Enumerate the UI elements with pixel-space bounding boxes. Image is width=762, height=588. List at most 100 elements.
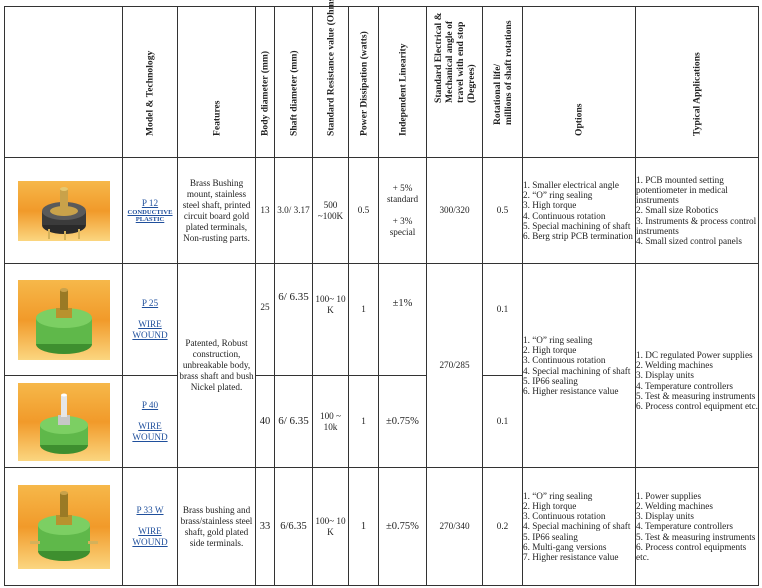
header-angle-line1: Standard Electrical & xyxy=(432,12,444,103)
model-cell: P 33 W WIRE WOUND xyxy=(122,467,178,586)
product-image-cell xyxy=(4,263,123,376)
header-angle: Standard Electrical & Mechanical angle o… xyxy=(426,6,483,158)
options-cell: 1. Smaller electrical angle 2. “O” ring s… xyxy=(522,157,636,264)
options-cell: 1. “O” ring sealing 2. High torque 3. Cont… xyxy=(522,467,636,586)
table-row-p25: P 25 WIRE WOUND Patented, Robust constru… xyxy=(4,263,759,468)
list-item: 3. Display units xyxy=(636,370,694,381)
body-diameter-cell: 13 xyxy=(255,157,275,264)
list-item: 4. Special machining of shaft xyxy=(523,365,631,376)
applications-cell: 1. DC regulated Power supplies 2. Welding… xyxy=(635,263,759,468)
features-cell: Patented, Robust construction, unbreakab… xyxy=(177,263,256,468)
technology-label[interactable]: WIRE WOUND xyxy=(132,421,168,442)
header-body-diameter: Body diameter (mm) xyxy=(255,6,275,158)
list-item: 1. Power supplies xyxy=(636,490,702,501)
linearity-line2: standard xyxy=(386,194,419,204)
list-item: 4. Special machining of shaft xyxy=(523,521,631,532)
list-item: 2. Welding machines xyxy=(636,360,713,371)
list-item: 1. DC regulated Power supplies xyxy=(636,349,753,360)
list-item: 3. Display units xyxy=(636,511,694,522)
p25-product-photo xyxy=(17,279,110,360)
angle-cell: 270/285 xyxy=(426,263,483,468)
header-row: Model & Technology Features Body diamete… xyxy=(4,0,759,158)
technology-label[interactable]: WIRE WOUND xyxy=(132,319,168,340)
options-list-p12: 1. Smaller electrical angle 2. “O” ring s… xyxy=(523,180,635,241)
header-life-line1: Rotational life/ xyxy=(491,63,503,125)
list-item: 2. Small size Robotics xyxy=(636,205,719,216)
features-cell: Brass Bushing mount, stainless steel sha… xyxy=(177,157,256,264)
applications-list-p12: 1. PCB mounted setting potentiometer in … xyxy=(636,175,758,246)
list-item: 4. Continuous rotation xyxy=(523,210,606,221)
p25-potentiometer-image xyxy=(35,287,92,354)
linearity-line3: + 3% xyxy=(392,216,413,226)
shaft-diameter-cell: 6/ 6.35 xyxy=(274,375,313,468)
list-item: 4. Temperature controllers xyxy=(636,521,733,532)
list-item: 6. Process control equipments etc. xyxy=(636,541,747,562)
options-cell: 1. “O” ring sealing 2. High torque 3. Cont… xyxy=(522,263,636,468)
header-shaft-diameter: Shaft diameter (mm) xyxy=(274,6,313,158)
linearity-cell: ±1% xyxy=(378,263,427,376)
list-item: 1. “O” ring sealing xyxy=(523,490,593,501)
power-cell: 0.5 xyxy=(348,157,379,264)
list-item: 6. Higher resistance value xyxy=(523,385,619,396)
options-list-p33w: 1. “O” ring sealing 2. High torque 3. Cont… xyxy=(523,491,635,562)
technology-label[interactable]: CONDUCTIVE PLASTIC xyxy=(127,209,173,223)
header-image xyxy=(4,6,123,158)
rotational-life-cell: 0.1 xyxy=(482,263,523,376)
resistance-cell: 500 ~100K xyxy=(312,157,349,264)
power-cell: 1 xyxy=(348,375,379,468)
list-item: 6. Multi-gang versions xyxy=(523,541,607,552)
table-row-p40: P 40 WIRE WOUND 40 6/ 6.35 100 ~ 10k 1 ±… xyxy=(4,375,759,468)
p12-potentiometer-image xyxy=(41,186,86,240)
list-item: 3. Instruments & process control instrum… xyxy=(636,215,757,236)
body-diameter-cell: 40 xyxy=(255,375,275,468)
list-item: 1. PCB mounted setting potentiometer in … xyxy=(636,174,728,206)
table-row-p12: P 12 CONDUCTIVE PLASTIC Brass Bushing mo… xyxy=(4,157,759,264)
header-model: Model & Technology xyxy=(122,6,178,158)
shaft-diameter-cell: 6/6.35 xyxy=(274,467,313,586)
header-life-line2: millions of shaft rotations xyxy=(502,20,514,125)
p12-product-photo xyxy=(17,180,110,241)
linearity-cell: ±0.75% xyxy=(378,375,427,468)
model-cell: P 40 WIRE WOUND xyxy=(122,375,178,468)
header-power: Power Dissipation (watts) xyxy=(348,6,379,158)
angle-cell: 300/320 xyxy=(426,157,483,264)
header-rotational-life: Rotational life/ millions of shaft rotat… xyxy=(482,6,523,158)
resistance-cell: 100~ 10 K xyxy=(312,263,349,376)
list-item: 5. IP66 sealing xyxy=(523,531,578,542)
p40-potentiometer-image xyxy=(39,393,88,454)
list-item: 2. High torque xyxy=(523,345,577,356)
list-item: 6. Process control equipment etc. xyxy=(636,400,758,411)
p40-product-photo xyxy=(17,382,110,461)
model-link-p33w[interactable]: P 33 W xyxy=(136,505,164,515)
p33w-product-photo xyxy=(17,484,110,569)
header-linearity: Independent Linearity xyxy=(378,6,427,158)
list-item: 3. High torque xyxy=(523,200,577,211)
shaft-diameter-cell: 3.0/ 3.17 xyxy=(274,157,313,264)
table-row-p33w: P 33 W WIRE WOUND Brass bushing and bras… xyxy=(4,467,759,586)
list-item: 5. Test & measuring instruments xyxy=(636,531,756,542)
header-angle-line2: Mechanical angle of xyxy=(443,20,455,103)
model-cell: P 25 WIRE WOUND xyxy=(122,263,178,376)
rotational-life-cell: 0.5 xyxy=(482,157,523,264)
list-item: 6. Berg strip PCB termination xyxy=(523,230,633,241)
power-cell: 1 xyxy=(348,263,379,376)
linearity-cell: + 5% standard + 3% special xyxy=(378,157,427,264)
model-link-p25[interactable]: P 25 xyxy=(141,298,159,308)
resistance-line1: 500 xyxy=(323,199,338,210)
options-list-shared: 1. “O” ring sealing 2. High torque 3. Cont… xyxy=(523,335,635,396)
model-link-p12[interactable]: P 12 xyxy=(141,198,159,208)
body-diameter-cell: 25 xyxy=(255,263,275,376)
model-cell: P 12 CONDUCTIVE PLASTIC xyxy=(122,157,178,264)
list-item: 2. High torque xyxy=(523,500,577,511)
angle-cell: 270/340 xyxy=(426,467,483,586)
linearity-cell: ±0.75% xyxy=(378,467,427,586)
body-diameter-cell: 33 xyxy=(255,467,275,586)
technology-label[interactable]: WIRE WOUND xyxy=(132,526,168,547)
list-item: 1. “O” ring sealing xyxy=(523,334,593,345)
list-item: 5. Special machining of shaft xyxy=(523,220,631,231)
model-link-p40[interactable]: P 40 xyxy=(141,400,159,410)
list-item: 2. Welding machines xyxy=(636,500,713,511)
list-item: 7. Higher resistance value xyxy=(523,552,619,562)
list-item: 3. Continuous rotation xyxy=(523,511,606,522)
header-applications: Typical Applications xyxy=(635,6,759,158)
